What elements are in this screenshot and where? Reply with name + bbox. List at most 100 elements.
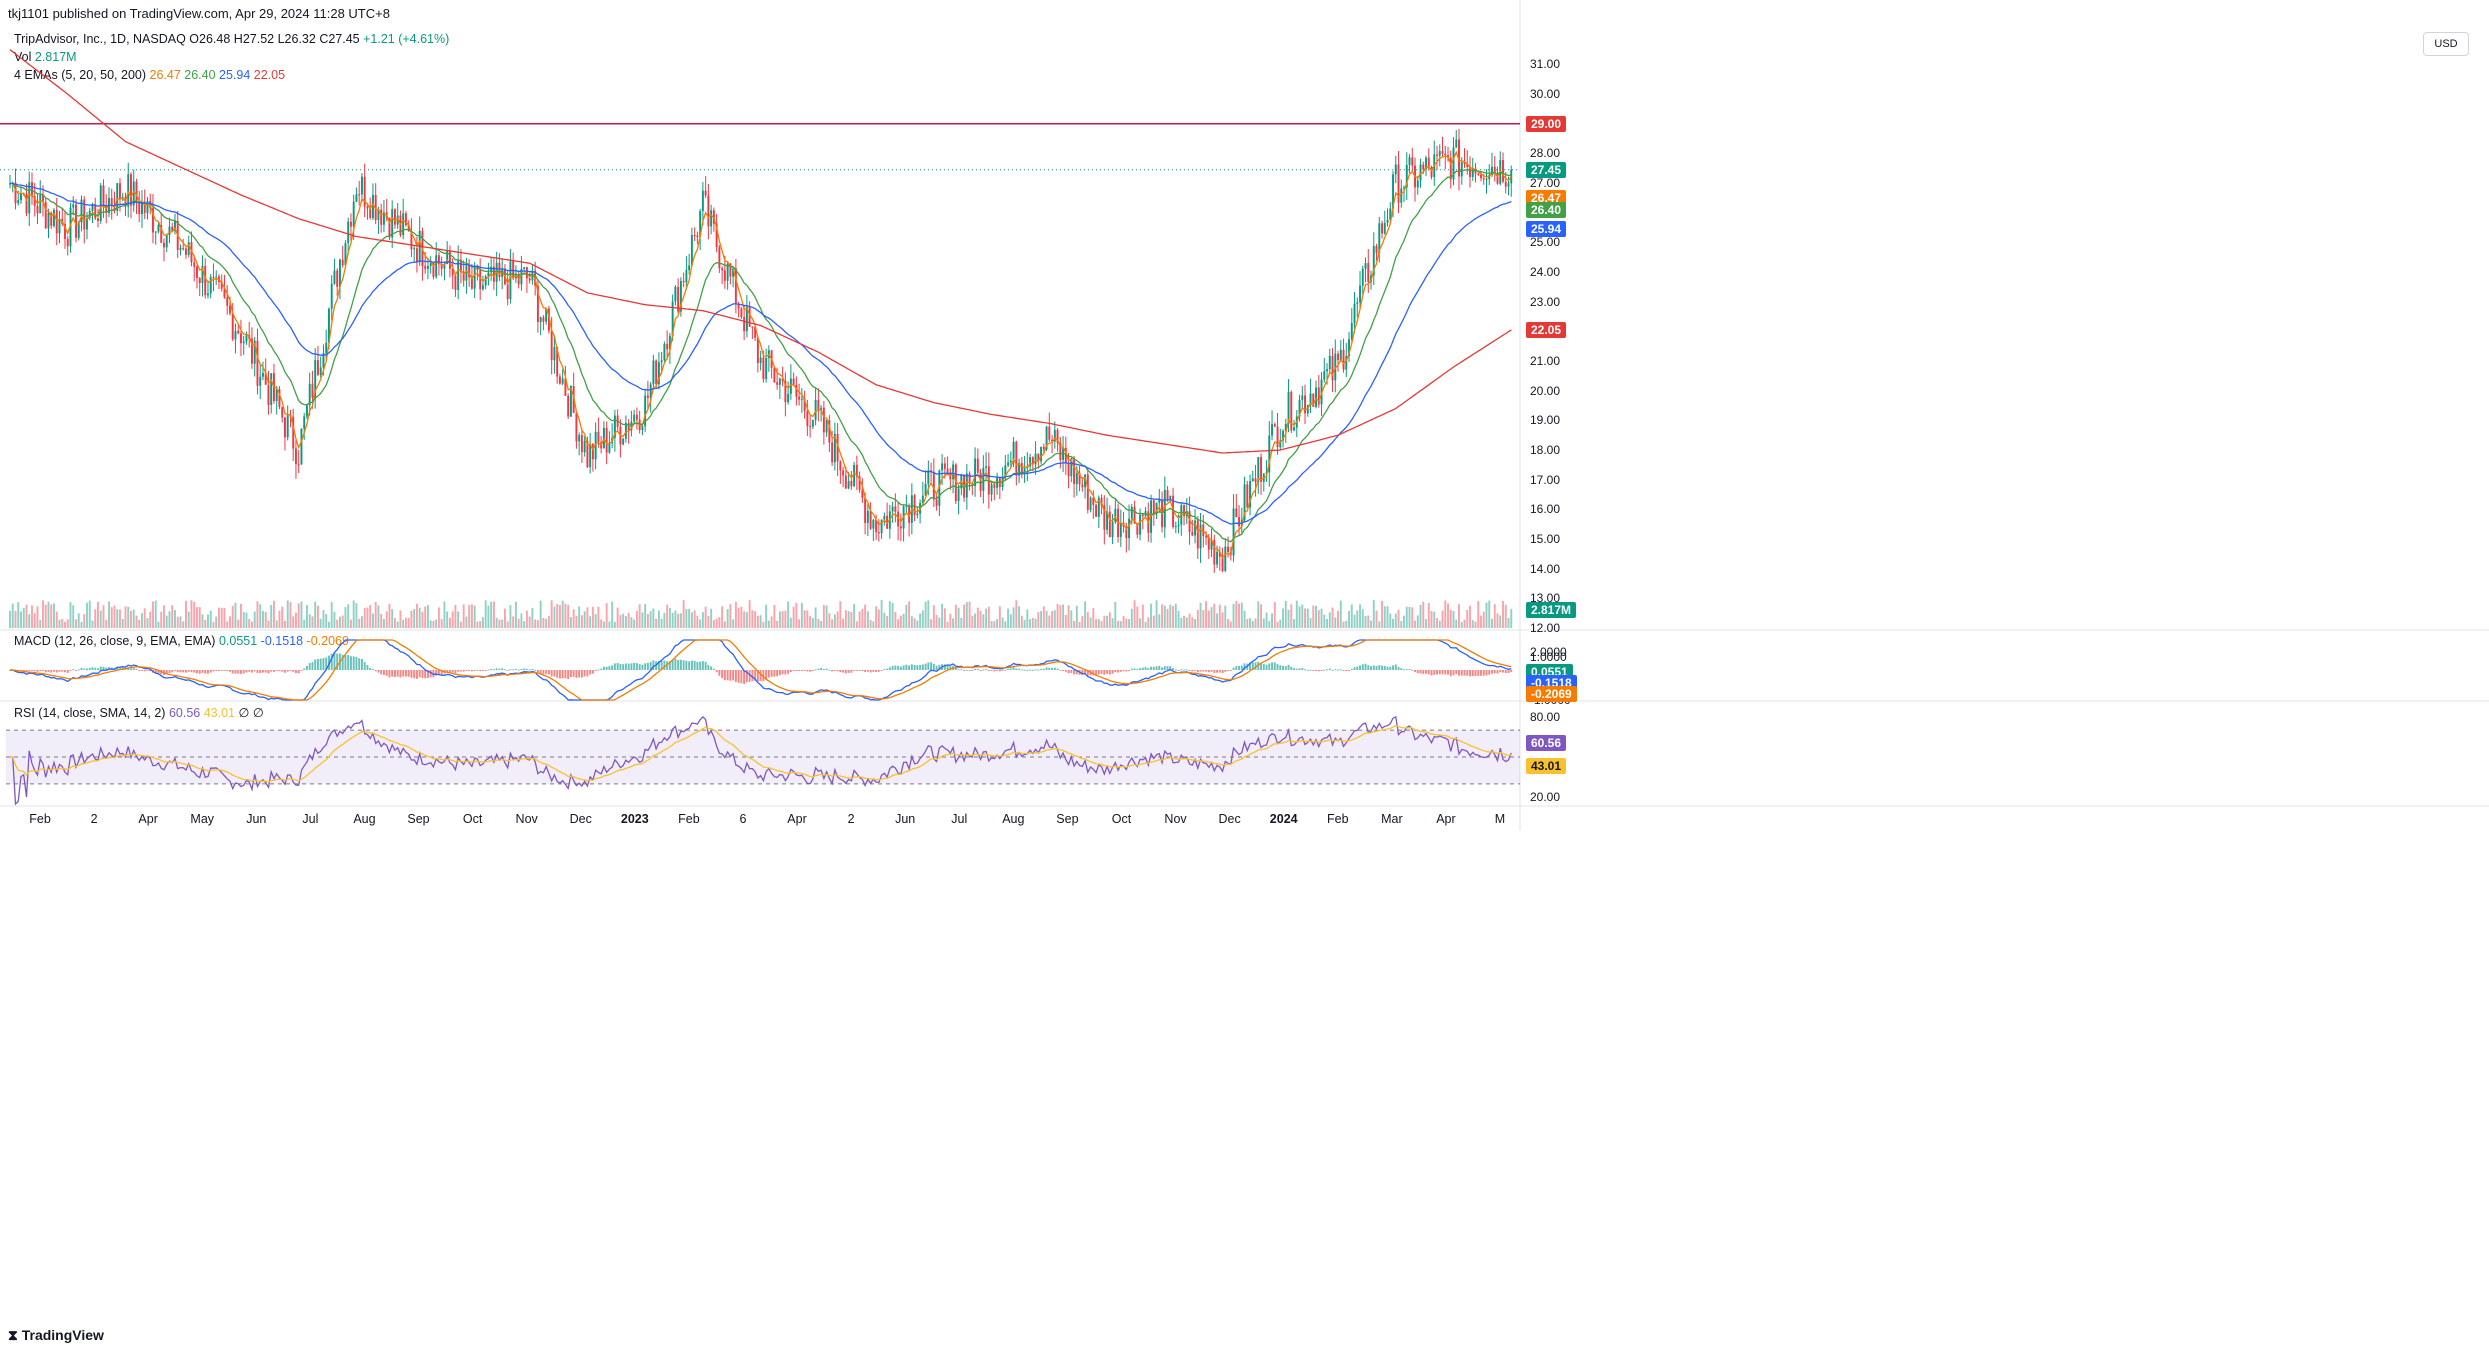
volume-bar — [176, 616, 179, 628]
time-tick-label: Oct — [462, 812, 483, 826]
symbol-row[interactable]: TripAdvisor, Inc., 1D, NASDAQ O26.48 H27… — [14, 30, 449, 48]
macd-legend[interactable]: MACD (12, 26, close, 9, EMA, EMA) 0.0551… — [14, 634, 349, 648]
candle-body — [1100, 497, 1103, 506]
volume-bar — [817, 618, 820, 628]
candle-body — [1257, 457, 1260, 482]
volume-bar — [990, 621, 993, 628]
macd-histogram-bar — [1224, 670, 1227, 672]
candle-body — [839, 461, 842, 471]
candle-body — [671, 301, 674, 336]
volume-bar — [1221, 612, 1224, 628]
macd-histogram-bar — [97, 668, 99, 670]
volume-bar — [440, 619, 443, 628]
volume-bar — [476, 621, 479, 628]
macd-histogram-bar — [1150, 666, 1153, 670]
macd-histogram-bar — [1306, 669, 1309, 671]
volume-bar — [668, 607, 671, 628]
volume-bar — [432, 620, 435, 628]
macd-histogram-bar — [352, 656, 355, 670]
volume-bar — [1317, 610, 1320, 628]
volume-bar — [1433, 611, 1436, 628]
candle-body — [110, 198, 113, 206]
volume-bar — [952, 618, 955, 628]
macd-histogram-bar — [853, 670, 856, 671]
macd-histogram-bar — [971, 670, 974, 671]
price-tick-label: 16.00 — [1530, 502, 1561, 517]
candle-body — [443, 264, 446, 269]
volume-bar — [1378, 621, 1381, 628]
volume-bar — [932, 605, 935, 628]
candle-body — [1238, 516, 1241, 527]
candle-body — [391, 209, 394, 238]
volume-bar — [875, 606, 878, 628]
candle-body — [545, 308, 548, 322]
candle-body — [1224, 546, 1227, 571]
macd-histogram-bar — [776, 670, 779, 677]
candle-body — [578, 435, 581, 442]
macd-histogram-bar — [1059, 670, 1062, 671]
macd-histogram-bar — [817, 668, 820, 670]
candle-body — [831, 442, 834, 463]
macd-histogram-bar — [479, 670, 482, 671]
candle-body — [1015, 441, 1018, 476]
time-tick-label: Jun — [895, 812, 916, 826]
macd-histogram-bar — [701, 661, 704, 670]
macd-histogram-bar — [132, 667, 135, 670]
macd-histogram-bar — [1482, 670, 1485, 676]
volume-bar — [1372, 600, 1375, 628]
candle-body — [853, 464, 856, 487]
volume-bar — [1403, 615, 1405, 628]
volume-bar — [913, 618, 916, 628]
candle-body — [468, 265, 471, 278]
macd-histogram-bar — [611, 665, 614, 670]
volume-bar — [174, 610, 176, 628]
volume-bar — [157, 621, 160, 628]
macd-histogram-bar — [1029, 669, 1032, 671]
volume-bar — [1114, 602, 1117, 628]
macd-histogram-bar — [1279, 665, 1282, 670]
macd-histogram-bar — [1265, 664, 1268, 670]
macd-histogram-bar — [1378, 665, 1381, 670]
candle-body — [1064, 447, 1067, 464]
macd-histogram-bar — [355, 656, 358, 670]
candle-body — [1331, 355, 1334, 381]
candle-body — [787, 393, 790, 403]
volume-bar — [407, 617, 410, 628]
macd-histogram-bar — [855, 670, 858, 671]
rsi-legend[interactable]: RSI (14, close, SMA, 14, 2) 60.56 43.01 … — [14, 705, 264, 720]
volume-bar — [1364, 615, 1367, 628]
volume-bar — [1144, 621, 1147, 628]
candle-body — [1040, 446, 1043, 462]
candle-body — [454, 275, 457, 290]
volume-bar — [822, 604, 825, 628]
ema200-line — [9, 49, 1512, 454]
candle-body — [223, 288, 226, 298]
macd-histogram-bar — [94, 667, 97, 670]
candle-body — [1221, 556, 1224, 571]
volume-bar — [685, 609, 688, 628]
volume-bar — [187, 611, 190, 628]
macd-histogram-bar — [721, 670, 724, 679]
candle-body — [44, 202, 47, 229]
candle-body — [1177, 524, 1180, 527]
macd-histogram-bar — [1183, 669, 1186, 671]
symbol-name[interactable]: TripAdvisor, Inc., 1D, NASDAQ — [14, 32, 186, 46]
candle-body — [1460, 162, 1463, 177]
macd-histogram-bar — [1177, 670, 1180, 671]
macd-histogram-bar — [1086, 670, 1089, 676]
candle-body — [366, 206, 369, 209]
candle-body — [1279, 440, 1282, 448]
macd-histogram-bar — [886, 668, 889, 670]
volume-bar — [589, 616, 592, 628]
candle-body — [927, 470, 930, 485]
candle-body — [382, 212, 385, 225]
macd-histogram-bar — [1056, 668, 1059, 670]
volume-bar — [289, 602, 292, 628]
currency-button[interactable]: USD — [2423, 32, 2469, 56]
macd-histogram-bar — [402, 670, 405, 677]
macd-histogram-bar — [506, 670, 509, 671]
volume-bar — [877, 609, 880, 628]
macd-histogram-bar — [1411, 669, 1414, 671]
volume-row[interactable]: Vol 2.817M — [14, 48, 449, 66]
